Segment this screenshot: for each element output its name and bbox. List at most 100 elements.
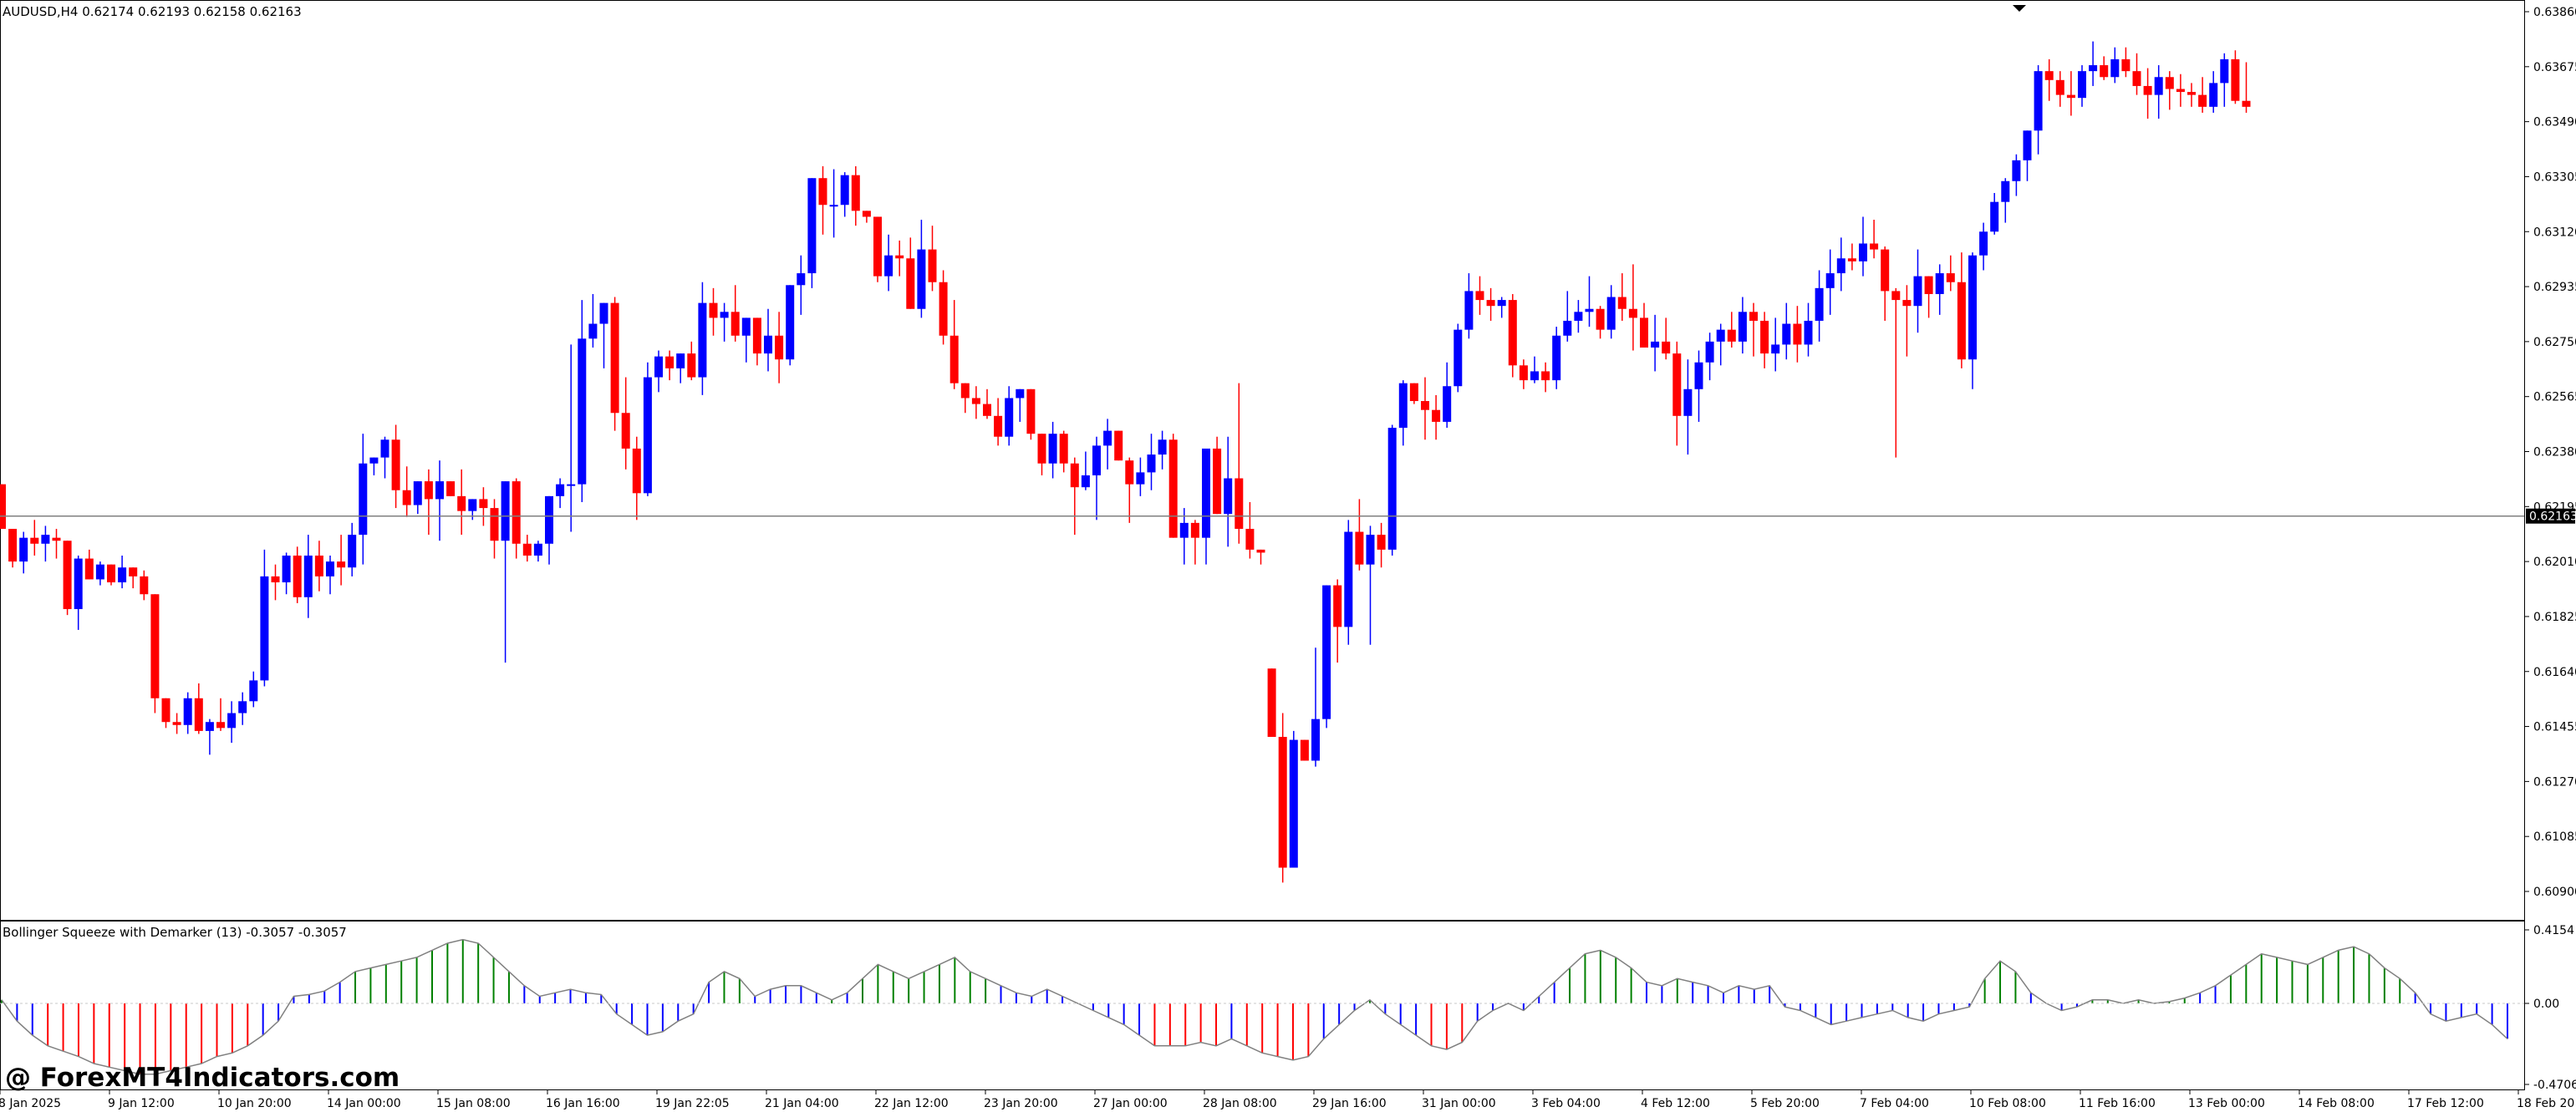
candle-bull bbox=[2089, 65, 2098, 72]
candle-bull bbox=[1913, 276, 1922, 307]
candle-bear bbox=[402, 490, 411, 505]
candle-bull bbox=[468, 499, 477, 511]
candle-bear bbox=[1760, 320, 1769, 354]
candle-bull bbox=[95, 564, 104, 580]
candle-bear bbox=[2176, 89, 2185, 93]
candle-bull bbox=[2001, 180, 2010, 202]
candle-bull bbox=[578, 338, 587, 485]
candle-bear bbox=[1793, 323, 1802, 345]
candle-bear bbox=[775, 335, 784, 360]
candle-bull bbox=[326, 561, 334, 576]
candle-bear bbox=[1628, 308, 1637, 318]
price-tick-label: 0.63675 bbox=[2533, 61, 2576, 74]
candle-bull bbox=[1398, 383, 1408, 429]
chart-shift-marker-icon[interactable] bbox=[2013, 5, 2026, 12]
candle-bear bbox=[2242, 100, 2251, 107]
candle-bear bbox=[939, 282, 948, 336]
candle-bear bbox=[216, 722, 225, 729]
candle-bear bbox=[1881, 249, 1890, 292]
candle-bear bbox=[1409, 383, 1418, 402]
price-tick-label: 0.63305 bbox=[2533, 170, 2576, 184]
candle-bull bbox=[227, 713, 237, 729]
candle-bull bbox=[1815, 287, 1824, 321]
candle-bear bbox=[1847, 258, 1856, 261]
candle-bear bbox=[391, 439, 400, 490]
candle-bear bbox=[63, 541, 72, 610]
candle-bull bbox=[1092, 445, 1101, 475]
candle-bear bbox=[752, 317, 761, 354]
candle-bear bbox=[731, 312, 740, 336]
main-chart-pane[interactable] bbox=[0, 0, 2525, 921]
candle-bull bbox=[1005, 398, 1014, 437]
candle-bull bbox=[2110, 58, 2120, 78]
price-tick-label: 0.62565 bbox=[2533, 391, 2576, 404]
time-tick-label: 31 Jan 00:00 bbox=[1422, 1097, 1496, 1110]
candle-bear bbox=[621, 413, 630, 449]
candle-bull bbox=[676, 353, 685, 368]
candle-bull bbox=[1464, 291, 1474, 330]
candle-bear bbox=[2165, 77, 2174, 89]
candle-bull bbox=[1366, 535, 1375, 565]
candle-bull bbox=[1497, 300, 1506, 307]
candle-bull bbox=[1179, 522, 1189, 538]
candle-bear bbox=[1662, 341, 1671, 354]
candle-bear bbox=[512, 481, 521, 544]
price-tick-label: 0.62935 bbox=[2533, 281, 2576, 294]
candle-bear bbox=[8, 528, 18, 562]
main-chart-header: AUDUSD,H4 0.62174 0.62193 0.62158 0.6216… bbox=[3, 4, 302, 19]
candle-bull bbox=[1705, 341, 1714, 363]
candle-bull bbox=[1782, 323, 1791, 345]
candle-bull bbox=[567, 484, 576, 486]
candle-bear bbox=[107, 564, 115, 583]
candle-bear bbox=[960, 383, 970, 399]
candle-bear bbox=[1190, 522, 1199, 538]
candle-bear bbox=[314, 556, 323, 576]
candle-bear bbox=[1213, 448, 1222, 515]
candle-bear bbox=[1957, 282, 1966, 360]
candle-bull bbox=[1859, 243, 1867, 261]
candle-bull bbox=[1443, 386, 1452, 422]
candle-bear bbox=[140, 576, 149, 595]
candle-bull bbox=[643, 377, 652, 494]
candle-bull bbox=[1158, 439, 1167, 455]
candle-bear bbox=[1256, 549, 1265, 553]
candle-bear bbox=[994, 415, 1003, 437]
candle-bear bbox=[1114, 430, 1123, 461]
time-tick-label: 8 Jan 2025 bbox=[0, 1097, 61, 1110]
candle-bear bbox=[479, 499, 488, 509]
candle-bull bbox=[1081, 475, 1090, 488]
candle-bull bbox=[74, 558, 83, 610]
candle-bull bbox=[1453, 329, 1463, 387]
candles-group bbox=[0, 41, 2251, 883]
candle-bear bbox=[1355, 531, 1364, 565]
time-tick-label: 14 Feb 08:00 bbox=[2298, 1097, 2375, 1110]
candle-bull bbox=[1202, 448, 1210, 538]
candle-bull bbox=[741, 317, 751, 336]
candle-bear bbox=[1870, 243, 1879, 250]
candle-bear bbox=[983, 404, 991, 416]
time-tick-label: 27 Jan 00:00 bbox=[1093, 1097, 1168, 1110]
candle-bull bbox=[1716, 329, 1725, 342]
candle-bear bbox=[2187, 92, 2196, 95]
time-tick-label: 17 Feb 12:00 bbox=[2407, 1097, 2484, 1110]
time-tick-label: 29 Jan 16:00 bbox=[1312, 1097, 1387, 1110]
candle-bull bbox=[1530, 371, 1539, 381]
candle-bear bbox=[949, 335, 959, 383]
candle-bear bbox=[1235, 478, 1244, 529]
candle-bear bbox=[1267, 668, 1276, 738]
candle-bull bbox=[1048, 434, 1057, 464]
candle-bear bbox=[1508, 300, 1517, 366]
candle-bull bbox=[2154, 77, 2163, 95]
candle-bear bbox=[906, 258, 915, 309]
candle-bull bbox=[764, 335, 772, 354]
candle-bear bbox=[1727, 329, 1736, 342]
candle-bear bbox=[2100, 65, 2109, 78]
candle-bull bbox=[348, 535, 357, 568]
candle-bear bbox=[928, 249, 937, 282]
